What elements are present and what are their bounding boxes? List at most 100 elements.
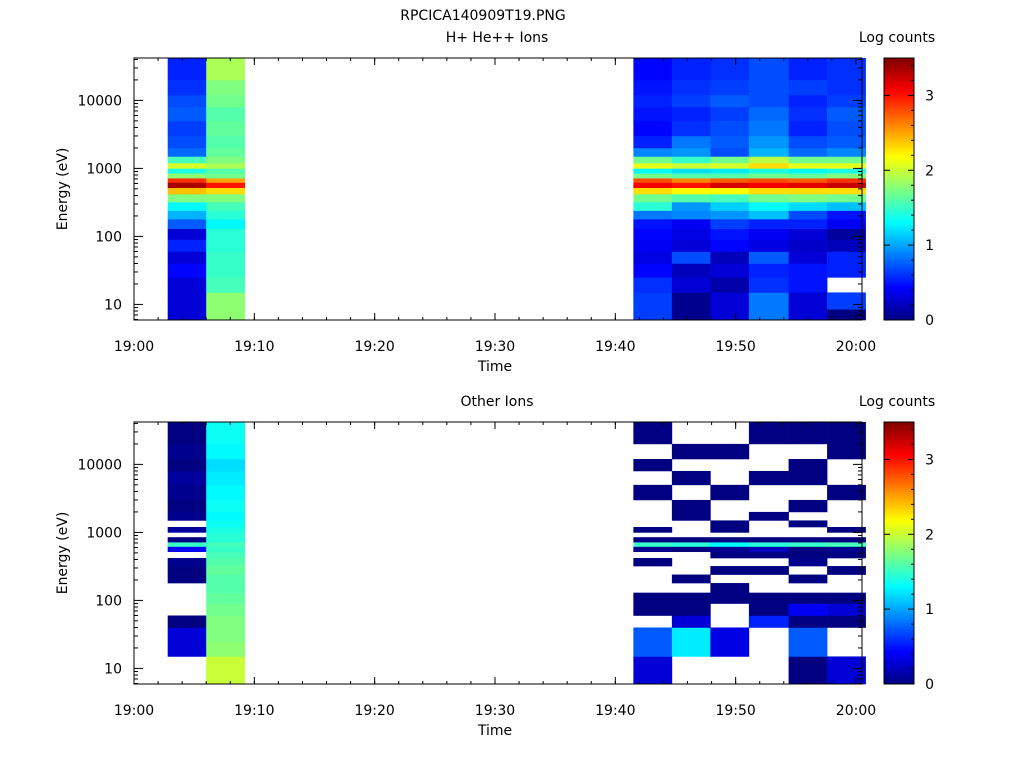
heatmap-cell — [167, 470, 207, 486]
colorbar-segment — [884, 60, 914, 63]
heatmap-cell — [633, 239, 673, 252]
heatmap-cell — [206, 470, 246, 486]
x-axis-label: Time — [477, 723, 512, 739]
panel-other-ions: Other Ions Log counts 19:00 19:10 19:20 19:… — [55, 394, 935, 739]
heatmap-cell — [167, 79, 207, 96]
colorbar-segment — [884, 175, 914, 179]
heatmap-cell — [710, 95, 750, 108]
colorbar-tick-label: 2 — [925, 527, 934, 543]
heatmap-cell — [788, 656, 828, 674]
heatmap-cell — [788, 210, 828, 220]
colorbar-segment — [884, 491, 914, 495]
heatmap-cell — [206, 178, 246, 183]
colorbar-segment — [884, 219, 914, 223]
colorbar-segment — [884, 548, 914, 552]
colorbar-label: Log counts — [859, 30, 935, 46]
heatmap-cell — [710, 520, 750, 528]
colorbar-segment — [884, 110, 914, 113]
heatmap-cell — [827, 239, 866, 252]
heatmap-cell — [633, 673, 673, 685]
colorbar-segment — [884, 158, 914, 162]
heatmap-cells — [167, 422, 866, 685]
y-axis-label: Energy (eV) — [55, 512, 71, 595]
heatmap-cell — [710, 277, 750, 293]
heatmap-cell — [206, 156, 246, 164]
heatmap-cell — [671, 194, 711, 203]
colorbar-tick-label: 3 — [925, 88, 934, 104]
heatmap-cell — [633, 484, 673, 501]
x-tick-label: 20:00 — [836, 703, 876, 719]
colorbar-segment — [884, 526, 914, 530]
colorbar-frame — [883, 421, 915, 685]
colorbar-segment — [884, 195, 914, 199]
heatmap-cell — [671, 182, 711, 189]
colorbar-segment — [884, 271, 914, 275]
colorbar-segment — [884, 289, 914, 293]
heatmap-cell — [827, 147, 866, 157]
heatmap-cell — [206, 558, 246, 567]
colorbar-segment — [884, 90, 914, 94]
heatmap-cell — [710, 537, 750, 543]
heatmap-cell — [167, 292, 207, 310]
heatmap-cell — [206, 641, 246, 657]
colorbar-segment — [884, 653, 914, 657]
colorbar-segment — [884, 228, 914, 231]
colorbar-segment — [884, 95, 914, 98]
heatmap-cell — [633, 106, 673, 122]
x-tick-label: 19:00 — [114, 703, 154, 719]
heatmap-cell — [671, 178, 711, 183]
heatmap-cell — [748, 120, 789, 137]
colorbar-segment — [884, 99, 914, 103]
colorbar-segment — [884, 119, 914, 122]
heatmap-cell — [710, 182, 750, 189]
colorbar-segment — [884, 287, 914, 290]
heatmap-cell — [827, 210, 866, 220]
colorbar-segment — [884, 524, 914, 528]
heatmap-cell — [167, 163, 207, 169]
heatmap-cell — [788, 202, 828, 211]
colorbar-segment — [884, 655, 914, 659]
heatmap-cell — [788, 558, 828, 567]
colorbar-segment — [884, 570, 914, 574]
colorbar-segment — [884, 147, 914, 151]
colorbar-segment — [884, 550, 914, 554]
heatmap-cell — [633, 156, 673, 164]
heatmap-cell — [671, 210, 711, 220]
colorbar-segment — [884, 250, 914, 253]
heatmap-cell — [206, 443, 246, 460]
colorbar-segment — [884, 496, 914, 499]
heatmap-cell — [633, 277, 673, 293]
colorbar-segment — [884, 605, 914, 608]
heatmap-cell — [788, 194, 828, 203]
heatmap-cell — [788, 422, 828, 445]
heatmap-cell — [633, 210, 673, 220]
heatmap-cell — [710, 228, 750, 240]
heatmap-cell — [748, 615, 789, 628]
heatmap-cell — [788, 156, 828, 164]
colorbar-segment — [884, 280, 914, 284]
heatmap-cell — [671, 574, 711, 584]
heatmap-cell — [710, 163, 750, 169]
heatmap-cell — [788, 239, 828, 252]
heatmap-cell — [710, 551, 750, 559]
colorbar-segment — [884, 182, 914, 186]
heatmap-cell — [633, 263, 673, 278]
colorbar-segment — [884, 180, 914, 183]
heatmap-cell — [167, 168, 207, 174]
colorbar-segment — [884, 574, 914, 578]
colorbar-segment — [884, 232, 914, 236]
colorbar-segment — [884, 616, 914, 619]
colorbar-segment — [884, 500, 914, 504]
colorbar-segment — [884, 622, 914, 626]
colorbar-segment — [884, 221, 914, 225]
heatmap-cell — [167, 156, 207, 164]
heatmap-cell — [167, 459, 207, 472]
heatmap-cell — [633, 603, 673, 616]
colorbar-segment — [884, 84, 914, 87]
heatmap-cell — [633, 120, 673, 137]
colorbar-segment — [884, 223, 914, 227]
heatmap-cell — [671, 251, 711, 264]
heatmap-cell — [671, 120, 711, 137]
heatmap-cell — [206, 546, 246, 553]
colorbar-segment — [884, 215, 914, 218]
